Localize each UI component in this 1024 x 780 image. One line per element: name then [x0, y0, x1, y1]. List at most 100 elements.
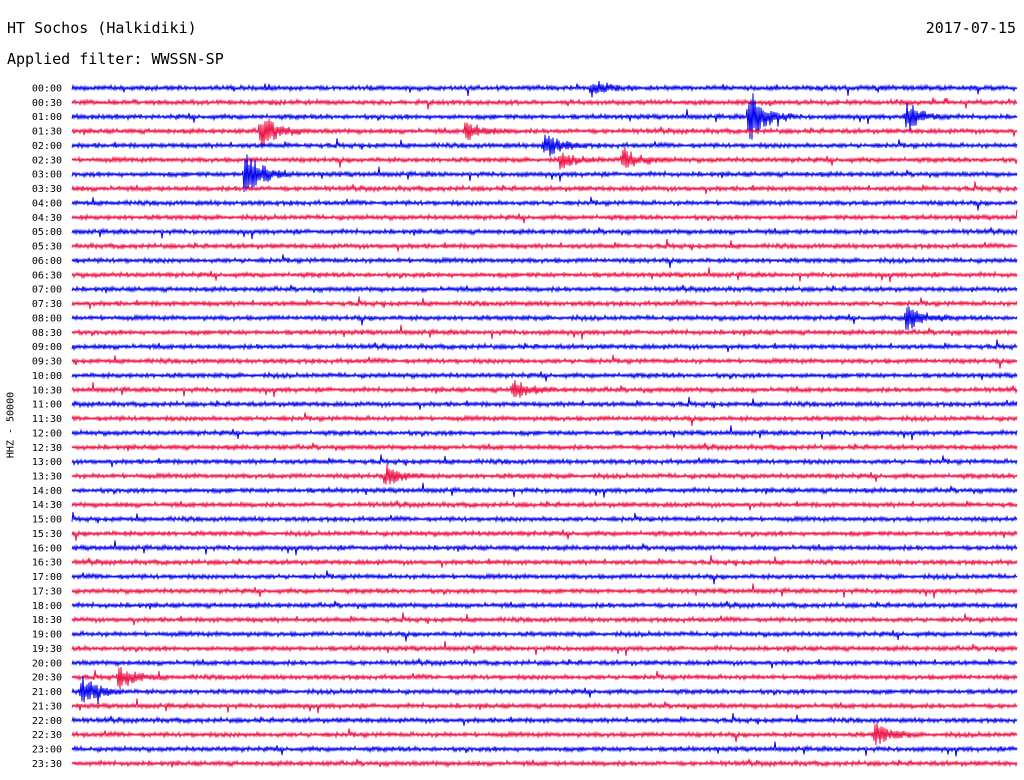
trace-1900: [71, 629, 1018, 642]
row-label-2230: 22:30: [32, 730, 62, 741]
trace-0800: [71, 306, 1018, 330]
row-label-0030: 00:30: [32, 98, 62, 109]
row-label-1030: 10:30: [32, 385, 62, 396]
row-label-0100: 01:00: [32, 112, 62, 123]
trace-0200: [71, 134, 1018, 157]
trace-0130: [71, 118, 1018, 147]
trace-1000: [71, 370, 1018, 382]
trace-1930: [71, 640, 1018, 656]
filter-label: Applied filter: WWSSN-SP: [7, 50, 224, 68]
trace-1800: [71, 600, 1018, 610]
trace-1230: [71, 442, 1018, 452]
row-label-1530: 15:30: [32, 529, 62, 540]
row-label-0730: 07:30: [32, 299, 62, 310]
trace-1200: [71, 425, 1018, 441]
row-label-1230: 12:30: [32, 443, 62, 454]
row-label-0230: 02:30: [32, 155, 62, 166]
row-label-1430: 14:30: [32, 500, 62, 511]
trace-1030: [71, 380, 1018, 398]
trace-0030: [71, 97, 1018, 110]
trace-0600: [71, 254, 1018, 269]
trace-0430: [71, 209, 1018, 224]
trace-0530: [71, 238, 1018, 252]
row-label-0830: 08:30: [32, 328, 62, 339]
trace-0630: [71, 267, 1018, 283]
trace-0000: [71, 80, 1018, 98]
trace-1400: [71, 482, 1018, 498]
record-date: 2017-07-15: [925, 19, 1016, 37]
row-label-0600: 06:00: [32, 256, 62, 267]
trace-0330: [71, 181, 1018, 195]
row-label-0630: 06:30: [32, 270, 62, 281]
row-label-1930: 19:30: [32, 644, 62, 655]
trace-2200: [71, 713, 1018, 726]
row-label-0930: 09:30: [32, 357, 62, 368]
trace-0100: [71, 93, 1018, 140]
row-label-1730: 17:30: [32, 586, 62, 597]
trace-2300: [71, 741, 1018, 757]
row-label-0500: 05:00: [32, 227, 62, 238]
trace-0230: [71, 147, 1018, 170]
trace-0700: [71, 284, 1018, 294]
row-label-0200: 02:00: [32, 141, 62, 152]
row-label-1300: 13:00: [32, 457, 62, 468]
row-label-1630: 16:30: [32, 558, 62, 569]
row-label-1400: 14:00: [32, 486, 62, 497]
row-label-1600: 16:00: [32, 543, 62, 554]
row-label-2300: 23:00: [32, 745, 62, 756]
row-label-2100: 21:00: [32, 687, 62, 698]
trace-1100: [71, 396, 1018, 410]
trace-0400: [71, 196, 1018, 211]
trace-1330: [71, 464, 1018, 485]
trace-1530: [71, 528, 1018, 542]
seismogram-traces: [71, 80, 1018, 768]
trace-0500: [71, 227, 1018, 240]
row-label-1130: 11:30: [32, 414, 62, 425]
row-time-labels: 00:00 00:30 01:00 01:30 02:00 02:30 03:00 03:30…: [32, 84, 62, 770]
row-label-0430: 04:30: [32, 213, 62, 224]
trace-1500: [71, 511, 1018, 524]
row-label-1500: 15:00: [32, 515, 62, 526]
row-label-1900: 19:00: [32, 630, 62, 641]
row-label-2200: 22:00: [32, 716, 62, 727]
station-title: HT Sochos (Halkidiki): [7, 19, 197, 37]
row-label-2000: 20:00: [32, 658, 62, 669]
trace-0300: [71, 154, 1018, 192]
trace-0830: [71, 324, 1018, 340]
trace-1730: [71, 583, 1018, 599]
row-label-2030: 20:30: [32, 673, 62, 684]
row-label-0900: 09:00: [32, 342, 62, 353]
trace-0730: [71, 296, 1018, 310]
row-label-0000: 00:00: [32, 84, 62, 95]
trace-2100: [71, 675, 1018, 704]
trace-1300: [71, 454, 1018, 468]
row-label-1000: 10:00: [32, 371, 62, 382]
trace-2330: [71, 758, 1018, 768]
row-label-0330: 03:30: [32, 184, 62, 195]
trace-1600: [71, 540, 1018, 556]
row-label-1830: 18:30: [32, 615, 62, 626]
trace-1830: [71, 612, 1018, 626]
row-label-0700: 07:00: [32, 285, 62, 296]
row-label-2130: 21:30: [32, 701, 62, 712]
trace-2000: [71, 658, 1018, 669]
trace-2130: [71, 698, 1018, 714]
row-label-2330: 23:30: [32, 759, 62, 770]
trace-1630: [71, 554, 1018, 568]
trace-1700: [71, 570, 1018, 585]
row-label-1700: 17:00: [32, 572, 62, 583]
row-label-0400: 04:00: [32, 198, 62, 209]
row-label-1200: 12:00: [32, 428, 62, 439]
row-label-1330: 13:30: [32, 471, 62, 482]
trace-2030: [71, 667, 1018, 689]
row-label-1100: 11:00: [32, 400, 62, 411]
trace-2230: [71, 722, 1018, 746]
row-label-0300: 03:00: [32, 170, 62, 181]
row-label-0800: 08:00: [32, 313, 62, 324]
row-label-0130: 01:30: [32, 127, 62, 138]
trace-0900: [71, 339, 1018, 353]
trace-1430: [71, 500, 1018, 511]
trace-0930: [71, 354, 1018, 369]
row-label-1800: 18:00: [32, 601, 62, 612]
